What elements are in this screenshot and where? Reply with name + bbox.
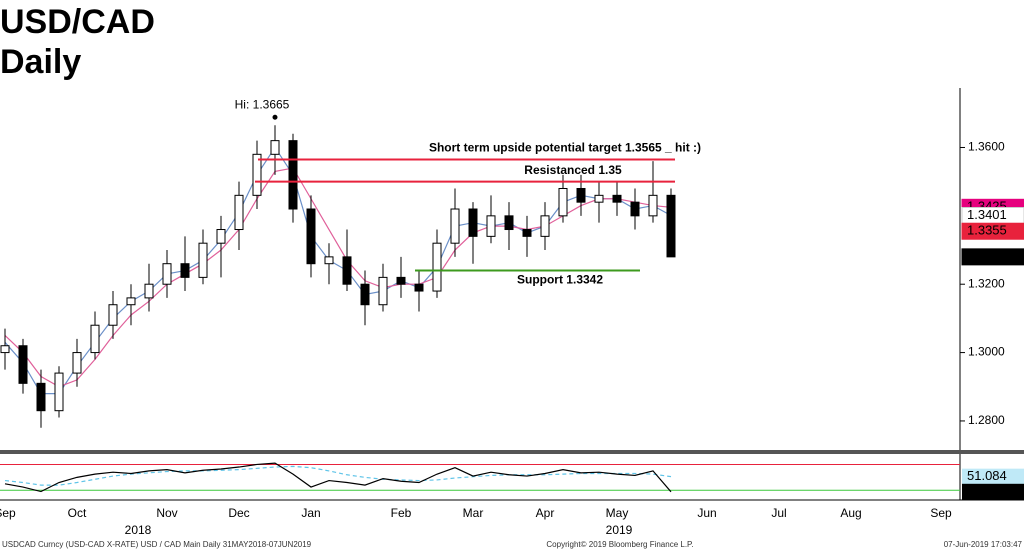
rsi-flag (962, 468, 1024, 485)
candle-body (648, 194, 658, 217)
price-flag-label: 1.3355 (967, 223, 1007, 238)
candle-body (18, 345, 28, 384)
price-flag (961, 248, 1024, 266)
candle-body (270, 140, 280, 155)
candle-body (54, 372, 64, 412)
candle-body (558, 187, 568, 217)
x-tick-label: Feb (391, 506, 412, 520)
price-flag-label: 1.3280 (967, 248, 1007, 263)
candle-body (198, 242, 208, 278)
x-tick-label: May (606, 506, 629, 520)
x-tick-label: Sep (930, 506, 952, 520)
candle-body (378, 276, 388, 306)
y-tick-label: 1.3600 (968, 140, 1005, 154)
candle-body (630, 201, 640, 217)
price-flag (961, 222, 1024, 240)
footer-right: 07-Jun-2019 17:03:47 (944, 540, 1023, 549)
candle-body (504, 215, 514, 231)
x-tick-label: Sep (0, 506, 16, 520)
candle-body (162, 263, 172, 285)
y-tick-label: 1.2800 (968, 413, 1005, 427)
candle-body (252, 153, 262, 196)
candle-body (306, 208, 316, 265)
year-label: 2018 (125, 523, 152, 537)
x-tick-label: Dec (228, 506, 249, 520)
rsi-flag-label: 51.084 (967, 468, 1007, 483)
level-label: Short term upside potential target 1.356… (429, 141, 701, 155)
candle-body (126, 297, 136, 306)
candle-body (342, 256, 352, 285)
high-label: Hi: 1.3665 (235, 97, 290, 111)
rsi-line (4, 462, 672, 493)
candle-body (414, 283, 424, 292)
candle-body (450, 208, 460, 244)
x-tick-label: Oct (68, 506, 87, 520)
candle-body (288, 140, 298, 210)
y-tick-label: 1.3200 (968, 276, 1005, 290)
candle-body (522, 229, 532, 237)
footer-center: Copyright© 2019 Bloomberg Finance L.P. (546, 540, 693, 549)
panel-divider (0, 450, 1024, 454)
candle-body (486, 215, 496, 237)
level-label: Support 1.3342 (517, 273, 603, 287)
chart-subtitle: Daily (0, 43, 81, 81)
candle-body (108, 304, 118, 326)
level-label: Resistanced 1.35 (524, 163, 622, 177)
moving-average (4, 167, 672, 388)
candle-body (594, 194, 604, 203)
high-marker (272, 114, 278, 120)
x-tick-label: Apr (536, 506, 555, 520)
candle-body (72, 352, 82, 374)
candle-body (612, 194, 622, 203)
rsi-flag-label: 27.6111 (967, 483, 1012, 498)
candle-body (234, 194, 244, 231)
candle-body (216, 229, 226, 244)
candle-body (468, 208, 478, 237)
candle-body (90, 324, 100, 354)
chart-title: USD/CAD (0, 3, 155, 41)
candle-body (540, 215, 550, 237)
footer-left: USDCAD Curncy (USD-CAD X-RATE) USD / CAD… (2, 540, 312, 549)
candle-body (432, 242, 442, 292)
candle-body (36, 382, 46, 412)
year-label: 2019 (606, 523, 633, 537)
price-flag-label: 1.3401 (967, 207, 1007, 222)
rsi-flag (962, 483, 1024, 500)
candle-body (144, 283, 154, 299)
rsi-ma (4, 465, 672, 486)
x-tick-label: Jun (697, 506, 716, 520)
candle-body (0, 345, 10, 354)
x-tick-label: Mar (463, 506, 484, 520)
candle-body (576, 187, 586, 203)
candle-body (396, 276, 406, 285)
y-tick-label: 1.3000 (968, 345, 1005, 359)
x-tick-label: Aug (840, 506, 861, 520)
candle-body (360, 283, 370, 306)
x-tick-label: Jul (771, 506, 786, 520)
x-tick-label: Nov (156, 506, 177, 520)
candle-body (666, 194, 676, 258)
candle-body (324, 256, 334, 265)
x-tick-label: Jan (301, 506, 320, 520)
candle-body (180, 263, 190, 278)
